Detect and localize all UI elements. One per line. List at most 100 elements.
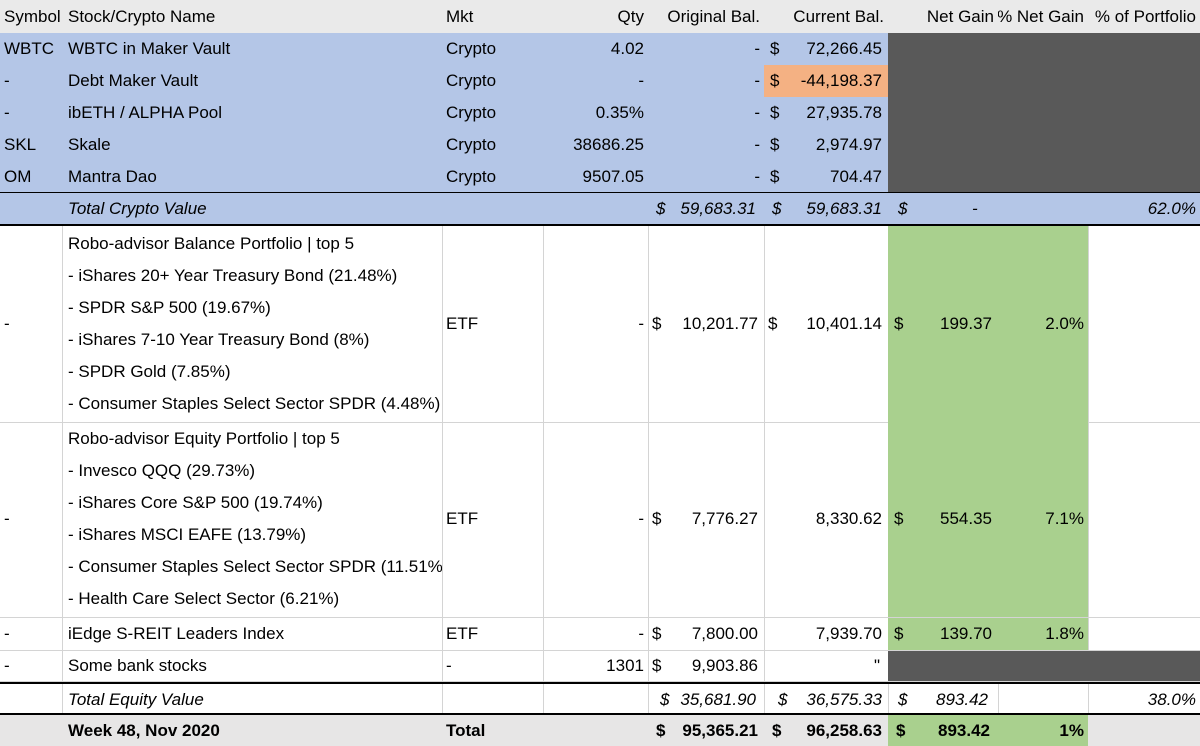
header-qty[interactable]: Qty — [617, 6, 644, 26]
currency-symbol: $ — [652, 509, 662, 528]
crypto-total-orig-cell[interactable]: $ 59,683.31 — [648, 193, 764, 225]
equity-mkt[interactable]: ETF — [446, 509, 479, 528]
equity-total-curr-cell[interactable]: $ 36,575.33 — [764, 684, 888, 715]
balance-qty[interactable]: - — [638, 314, 644, 333]
crypto-orig[interactable]: - — [754, 135, 760, 154]
crypto-name[interactable]: Skale — [68, 135, 111, 154]
crypto-symbol[interactable]: OM — [4, 167, 32, 186]
crypto-curr-cell[interactable]: $2,974.97 — [764, 129, 888, 161]
crypto-total-orig: 59,683.31 — [680, 199, 756, 218]
crypto-qty[interactable]: 0.35% — [595, 103, 644, 122]
header-pct-portfolio[interactable]: % of Portfolio — [1094, 6, 1196, 26]
sreit-gain: 139.70 — [940, 624, 992, 643]
bank-mkt[interactable]: - — [446, 656, 452, 675]
crypto-name[interactable]: Debt Maker Vault — [68, 71, 199, 90]
crypto-qty[interactable]: 38686.25 — [573, 135, 644, 154]
balance-line: - Consumer Staples Select Sector SPDR (4… — [68, 394, 441, 413]
equity-total-gain: 893.42 — [936, 689, 988, 709]
balance-symbol[interactable]: - — [4, 314, 10, 333]
crypto-orig[interactable]: - — [754, 71, 760, 90]
crypto-curr-cell[interactable]: $72,266.45 — [764, 33, 888, 65]
sreit-name[interactable]: iEdge S-REIT Leaders Index — [68, 624, 285, 643]
crypto-symbol[interactable]: - — [4, 103, 10, 122]
crypto-total-curr-cell[interactable]: $ 59,683.31 — [764, 193, 888, 225]
crypto-qty[interactable]: 9507.05 — [582, 167, 644, 186]
balance-line: - SPDR S&P 500 (19.67%) — [68, 298, 271, 317]
bank-curr-cell[interactable]: " — [764, 651, 888, 681]
header-symbol[interactable]: Symbol — [4, 6, 61, 26]
crypto-total-gain-cell[interactable]: $ - — [888, 193, 998, 225]
crypto-name[interactable]: ibETH / ALPHA Pool — [68, 103, 223, 122]
crypto-orig[interactable]: - — [754, 103, 760, 122]
equity-total-pct-portfolio[interactable]: 38.0% — [1147, 689, 1196, 709]
grand-total-gain: 893.42 — [938, 720, 990, 740]
crypto-mkt[interactable]: Crypto — [446, 135, 497, 154]
crypto-total-curr: 59,683.31 — [806, 199, 882, 218]
crypto-symbol[interactable]: - — [4, 71, 10, 90]
equity-qty[interactable]: - — [638, 509, 644, 528]
sreit-orig-cell[interactable]: $ 7,800.00 — [648, 618, 764, 650]
header-pct-net-gain[interactable]: % Net Gain — [998, 6, 1084, 26]
crypto-curr-cell[interactable]: $27,935.78 — [764, 97, 888, 129]
grand-total-label[interactable]: Week 48, Nov 2020 — [68, 720, 220, 740]
equity-symbol[interactable]: - — [4, 509, 10, 528]
grand-total-curr-cell[interactable]: $ 96,258.63 — [764, 715, 888, 746]
sreit-gain-cell[interactable]: $ 139.70 1.8% — [888, 618, 1088, 650]
crypto-total-row: Total Crypto Value $ 59,683.31 $ 59,683.… — [0, 192, 1200, 225]
grand-total-mkt[interactable]: Total — [446, 720, 486, 740]
currency-symbol: $ — [770, 135, 780, 154]
header-original-balance[interactable]: Original Bal. — [667, 6, 760, 26]
sreit-orig: 7,800.00 — [691, 624, 758, 643]
equity-total-gain-cell[interactable]: $ 893.42 — [888, 684, 998, 715]
grand-total-orig: 95,365.21 — [682, 720, 758, 740]
crypto-curr-cell[interactable]: $704.47 — [764, 161, 888, 193]
header-name[interactable]: Stock/Crypto Name — [68, 6, 216, 26]
equity-total-orig-cell[interactable]: $ 35,681.90 — [648, 684, 764, 715]
crypto-curr: 27,935.78 — [806, 103, 882, 122]
crypto-mkt[interactable]: Crypto — [446, 167, 497, 186]
header-net-gain[interactable]: Net Gain — [926, 6, 994, 26]
equity-orig-cell[interactable]: $ 7,776.27 — [648, 421, 764, 617]
equity-description[interactable]: Robo-advisor Equity Portfolio | top 5 - … — [64, 421, 442, 617]
grand-total-orig-cell[interactable]: $ 95,365.21 — [648, 715, 764, 746]
currency-symbol: $ — [772, 720, 782, 740]
equity-curr: 8,330.62 — [815, 509, 882, 528]
grand-total-gain-cell[interactable]: $ 893.42 1% — [888, 715, 1088, 746]
balance-mkt[interactable]: ETF — [446, 314, 479, 333]
crypto-symbol[interactable]: WBTC — [4, 39, 55, 58]
equity-total-label[interactable]: Total Equity Value — [68, 689, 204, 709]
crypto-name[interactable]: Mantra Dao — [68, 167, 157, 186]
bank-orig-cell[interactable]: $ 9,903.86 — [648, 651, 764, 681]
balance-orig-cell[interactable]: $ 10,201.77 — [648, 226, 764, 422]
balance-gain-cell[interactable]: $ 199.37 2.0% — [888, 226, 1088, 422]
crypto-mkt[interactable]: Crypto — [446, 103, 497, 122]
bank-symbol[interactable]: - — [4, 656, 10, 675]
equity-line: - Health Care Select Sector (6.21%) — [68, 589, 340, 608]
crypto-mkt[interactable]: Crypto — [446, 71, 497, 90]
balance-curr-cell[interactable]: $ 10,401.14 — [764, 226, 888, 422]
balance-description[interactable]: Robo-advisor Balance Portfolio | top 5 -… — [64, 226, 442, 422]
crypto-total-pct-portfolio[interactable]: 62.0% — [1147, 199, 1196, 218]
sreit-symbol[interactable]: - — [4, 624, 10, 643]
crypto-mkt[interactable]: Crypto — [446, 39, 497, 58]
sreit-qty[interactable]: - — [638, 624, 644, 643]
crypto-total-label[interactable]: Total Crypto Value — [68, 199, 207, 218]
bank-name[interactable]: Some bank stocks — [68, 656, 207, 675]
crypto-symbol[interactable]: SKL — [4, 135, 37, 154]
equity-gain-cell[interactable]: $ 554.35 7.1% — [888, 421, 1088, 617]
bank-qty[interactable]: 1301 — [606, 656, 644, 675]
crypto-orig[interactable]: - — [754, 39, 760, 58]
crypto-qty[interactable]: - — [638, 71, 644, 90]
header-mkt[interactable]: Mkt — [446, 6, 474, 26]
sreit-pct-gain: 1.8% — [1045, 624, 1084, 643]
crypto-orig[interactable]: - — [754, 167, 760, 186]
crypto-qty[interactable]: 4.02 — [610, 39, 644, 58]
sreit-mkt[interactable]: ETF — [446, 624, 479, 643]
crypto-curr-cell[interactable]: $ -44,198.37 — [764, 65, 888, 97]
sreit-curr-cell[interactable]: 7,939.70 — [764, 618, 888, 650]
crypto-name[interactable]: WBTC in Maker Vault — [68, 39, 231, 58]
currency-symbol: $ — [896, 720, 906, 740]
equity-curr-cell[interactable]: 8,330.62 — [764, 421, 888, 617]
header-current-balance[interactable]: Current Bal. — [793, 6, 884, 26]
